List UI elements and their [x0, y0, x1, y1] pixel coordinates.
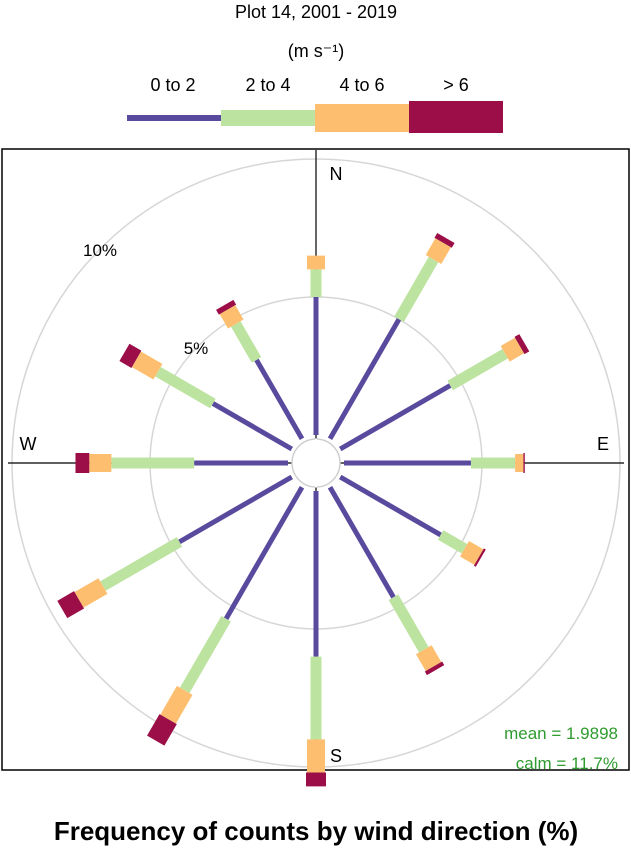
direction-label-s: S [330, 746, 342, 766]
legend-label-2: 4 to 6 [339, 75, 384, 95]
bar-300-bin3 [119, 343, 142, 368]
bar-30-bin1 [394, 256, 439, 322]
calm-stat: calm = 11.7% [516, 754, 618, 773]
legend-label-0: 0 to 2 [150, 75, 195, 95]
legend-swatch-1 [221, 110, 315, 126]
bar-210-bin3 [147, 714, 177, 746]
bar-30-bin2 [425, 238, 451, 264]
chart-title: Plot 14, 2001 - 2019 [235, 2, 397, 22]
bar-240-bin2 [74, 578, 108, 608]
bar-60-bin3 [514, 334, 530, 355]
direction-label-n: N [330, 164, 343, 184]
bar-60-bin2 [500, 337, 525, 362]
bar-150-bin1 [388, 594, 429, 653]
legend-swatch-3 [409, 101, 503, 133]
mean-stat: mean = 1.9898 [504, 724, 618, 743]
bar-30-bin3 [434, 232, 455, 248]
bar-330-bin1 [230, 321, 262, 363]
bar-60-bin0 [338, 383, 452, 452]
bar-60-bin1 [447, 349, 508, 391]
legend-label-1: 2 to 4 [245, 75, 290, 95]
rose-plot [8, 150, 624, 787]
legend: 0 to 2 2 to 4 4 to 6 > 6 [127, 75, 503, 133]
bar-330-bin2 [219, 305, 244, 329]
x-axis-title: Frequency of counts by wind direction (%… [54, 816, 578, 846]
bar-120-bin3 [473, 548, 486, 567]
direction-label-e: E [597, 434, 609, 454]
bar-300-bin0 [211, 401, 294, 452]
bar-120-bin1 [437, 530, 468, 554]
bar-300-bin2 [131, 351, 163, 380]
bar-240-bin0 [178, 474, 294, 545]
legend-label-3: > 6 [443, 75, 469, 95]
legend-swatch-0 [127, 115, 221, 121]
direction-label-w: W [20, 434, 37, 454]
radial-tick-5: 5% [184, 339, 209, 358]
bar-120-bin0 [338, 474, 442, 538]
legend-title: (m s⁻¹) [288, 41, 344, 61]
bar-210-bin2 [160, 685, 193, 724]
bar-330-bin0 [254, 358, 305, 441]
bar-300-bin1 [155, 366, 216, 409]
bar-150-bin2 [416, 645, 442, 672]
bar-150-bin0 [327, 485, 396, 599]
bar-210-bin0 [223, 485, 305, 620]
bar-210-bin1 [179, 615, 231, 694]
legend-swatch-2 [315, 104, 409, 132]
bar-30-bin0 [327, 317, 402, 441]
bar-240-bin1 [100, 537, 183, 591]
bar-120-bin2 [460, 540, 484, 565]
radial-tick-10: 10% [83, 241, 117, 260]
bar-240-bin3 [57, 591, 85, 619]
bar-150-bin3 [424, 661, 445, 676]
bar-330-bin3 [216, 299, 237, 315]
